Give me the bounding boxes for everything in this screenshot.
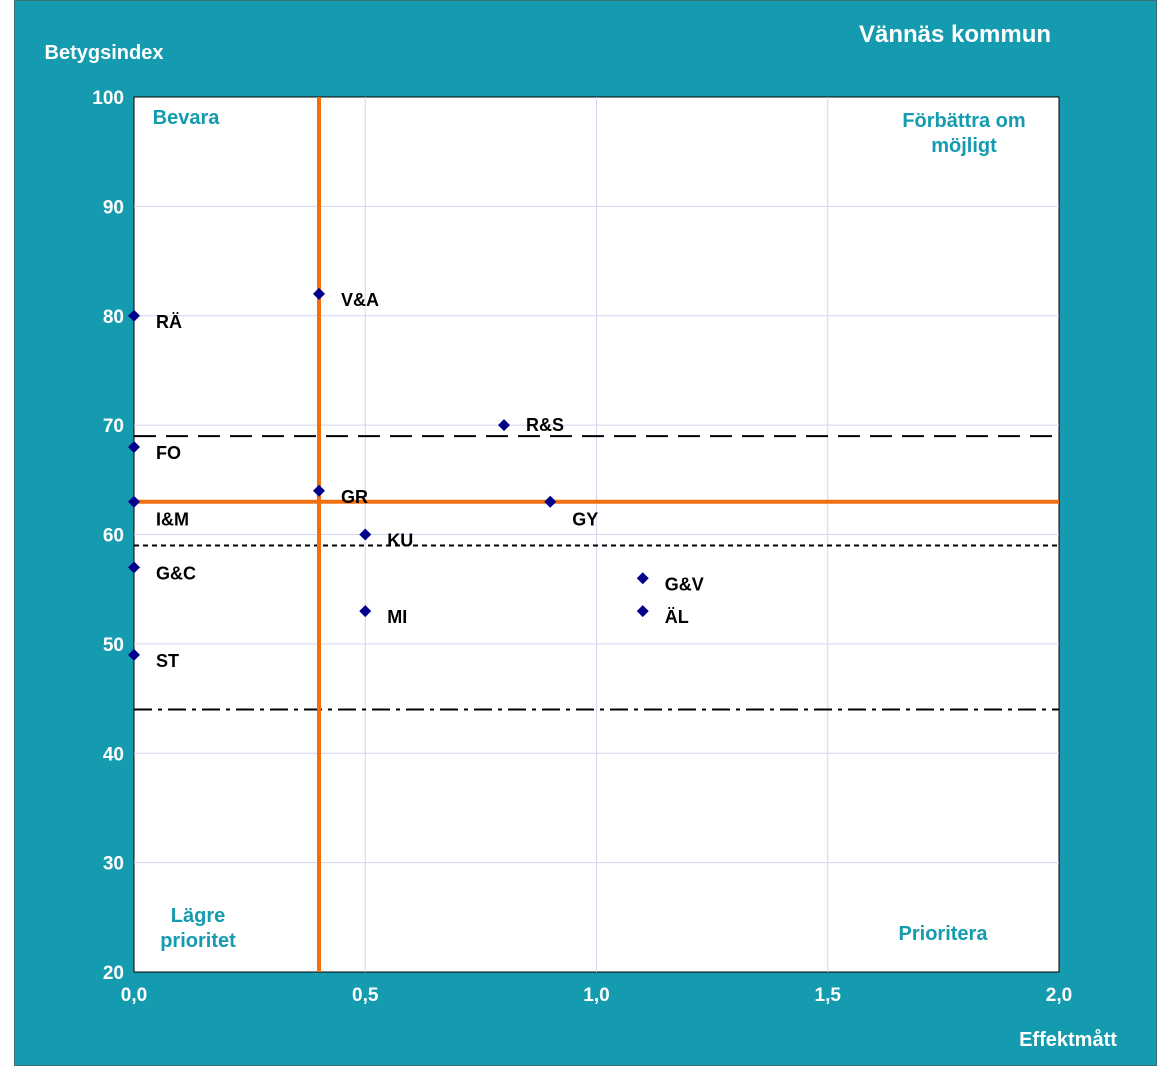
y-tick-label: 70 xyxy=(103,416,124,437)
data-label: I&M xyxy=(156,510,189,530)
quadrant-label-bottom-left: prioritet xyxy=(160,930,236,952)
x-tick-label: 1,5 xyxy=(815,985,842,1006)
data-label: G&C xyxy=(156,563,196,583)
y-tick-label: 100 xyxy=(92,88,124,109)
data-point xyxy=(313,287,325,300)
data-label: FO xyxy=(156,443,181,463)
data-label: RÄ xyxy=(156,312,182,332)
data-point xyxy=(128,441,140,453)
data-label: ST xyxy=(156,651,179,671)
data-label: MI xyxy=(387,607,407,627)
data-label: GY xyxy=(572,510,598,530)
quadrant-label-top-left: Bevara xyxy=(153,107,221,129)
data-point xyxy=(313,484,325,497)
data-label: ÄL xyxy=(665,607,689,627)
quadrant-label-top-right: Förbättra om xyxy=(902,110,1025,132)
y-axis-label: Betygsindex xyxy=(45,42,164,64)
data-point xyxy=(128,309,140,322)
chart-title: Vännäs kommun xyxy=(859,21,1051,48)
x-tick-label: 2,0 xyxy=(1046,985,1072,1006)
data-label: V&A xyxy=(341,290,379,310)
data-label: GR xyxy=(341,487,368,507)
quadrant-label-bottom-right: Prioritera xyxy=(899,923,989,945)
y-tick-label: 40 xyxy=(103,744,124,765)
x-tick-label: 1,0 xyxy=(583,985,609,1006)
y-tick-label: 50 xyxy=(103,635,124,656)
data-point xyxy=(636,605,649,618)
data-point xyxy=(636,572,649,585)
quadrant-label-top-right: möjligt xyxy=(931,135,997,157)
x-tick-label: 0,0 xyxy=(121,985,147,1006)
data-point xyxy=(359,605,372,618)
data-label: G&V xyxy=(665,574,704,594)
data-point xyxy=(128,495,140,508)
y-tick-label: 80 xyxy=(103,307,124,328)
y-tick-label: 20 xyxy=(103,963,124,984)
data-label: R&S xyxy=(526,415,564,435)
data-point xyxy=(498,419,510,432)
data-point xyxy=(544,495,557,508)
y-tick-label: 90 xyxy=(103,197,124,218)
x-tick-label: 0,5 xyxy=(352,985,379,1006)
data-point xyxy=(128,561,140,574)
data-label: KU xyxy=(387,531,413,551)
x-axis-label: Effektmått xyxy=(1019,1028,1117,1051)
quadrant-label-bottom-left: Lägre xyxy=(171,905,225,927)
data-point xyxy=(128,648,140,661)
data-point xyxy=(359,528,372,541)
y-tick-label: 30 xyxy=(103,854,124,875)
y-tick-label: 60 xyxy=(103,526,124,547)
